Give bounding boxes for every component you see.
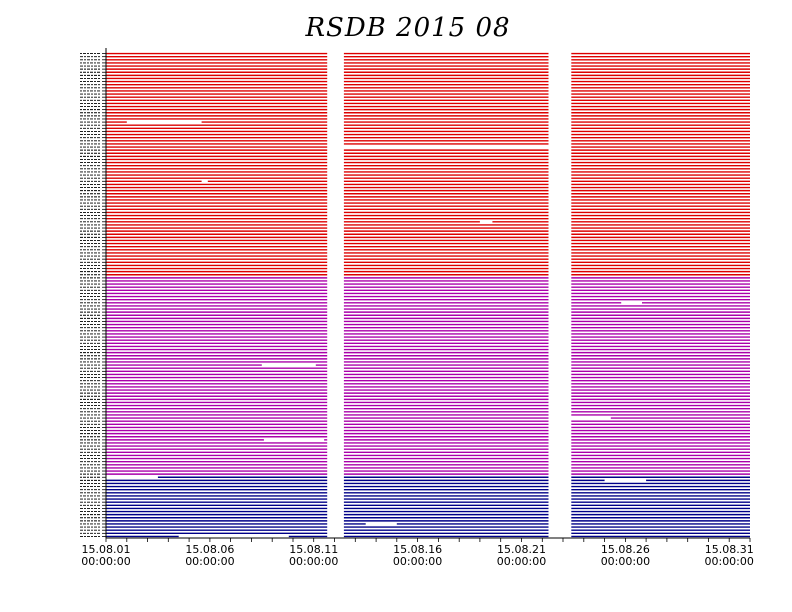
x-tick-time: 00:00:00: [185, 555, 234, 568]
x-tick-date: 15.08.16: [393, 543, 442, 556]
x-tick-time: 00:00:00: [289, 555, 338, 568]
x-tick-date: 15.08.31: [705, 543, 754, 556]
x-tick-date: 15.08.21: [497, 543, 546, 556]
x-tick-time: 00:00:00: [497, 555, 546, 568]
chart-title: RSDB 2015 08: [304, 13, 510, 43]
x-tick-date: 15.08.06: [185, 543, 234, 556]
x-tick-date: 15.08.26: [601, 543, 650, 556]
x-tick-time: 00:00:00: [704, 555, 753, 568]
x-tick-time: 00:00:00: [81, 555, 130, 568]
x-tick-labels: 15.08.0100:00:0015.08.0600:00:0015.08.11…: [81, 543, 754, 568]
x-tick-time: 00:00:00: [393, 555, 442, 568]
data-rows: [106, 52, 750, 538]
x-tick-date: 15.08.01: [82, 543, 131, 556]
x-tick-date: 15.08.11: [289, 543, 338, 556]
x-tick-time: 00:00:00: [601, 555, 650, 568]
row-labels: [80, 53, 101, 537]
axes: [102, 48, 751, 542]
